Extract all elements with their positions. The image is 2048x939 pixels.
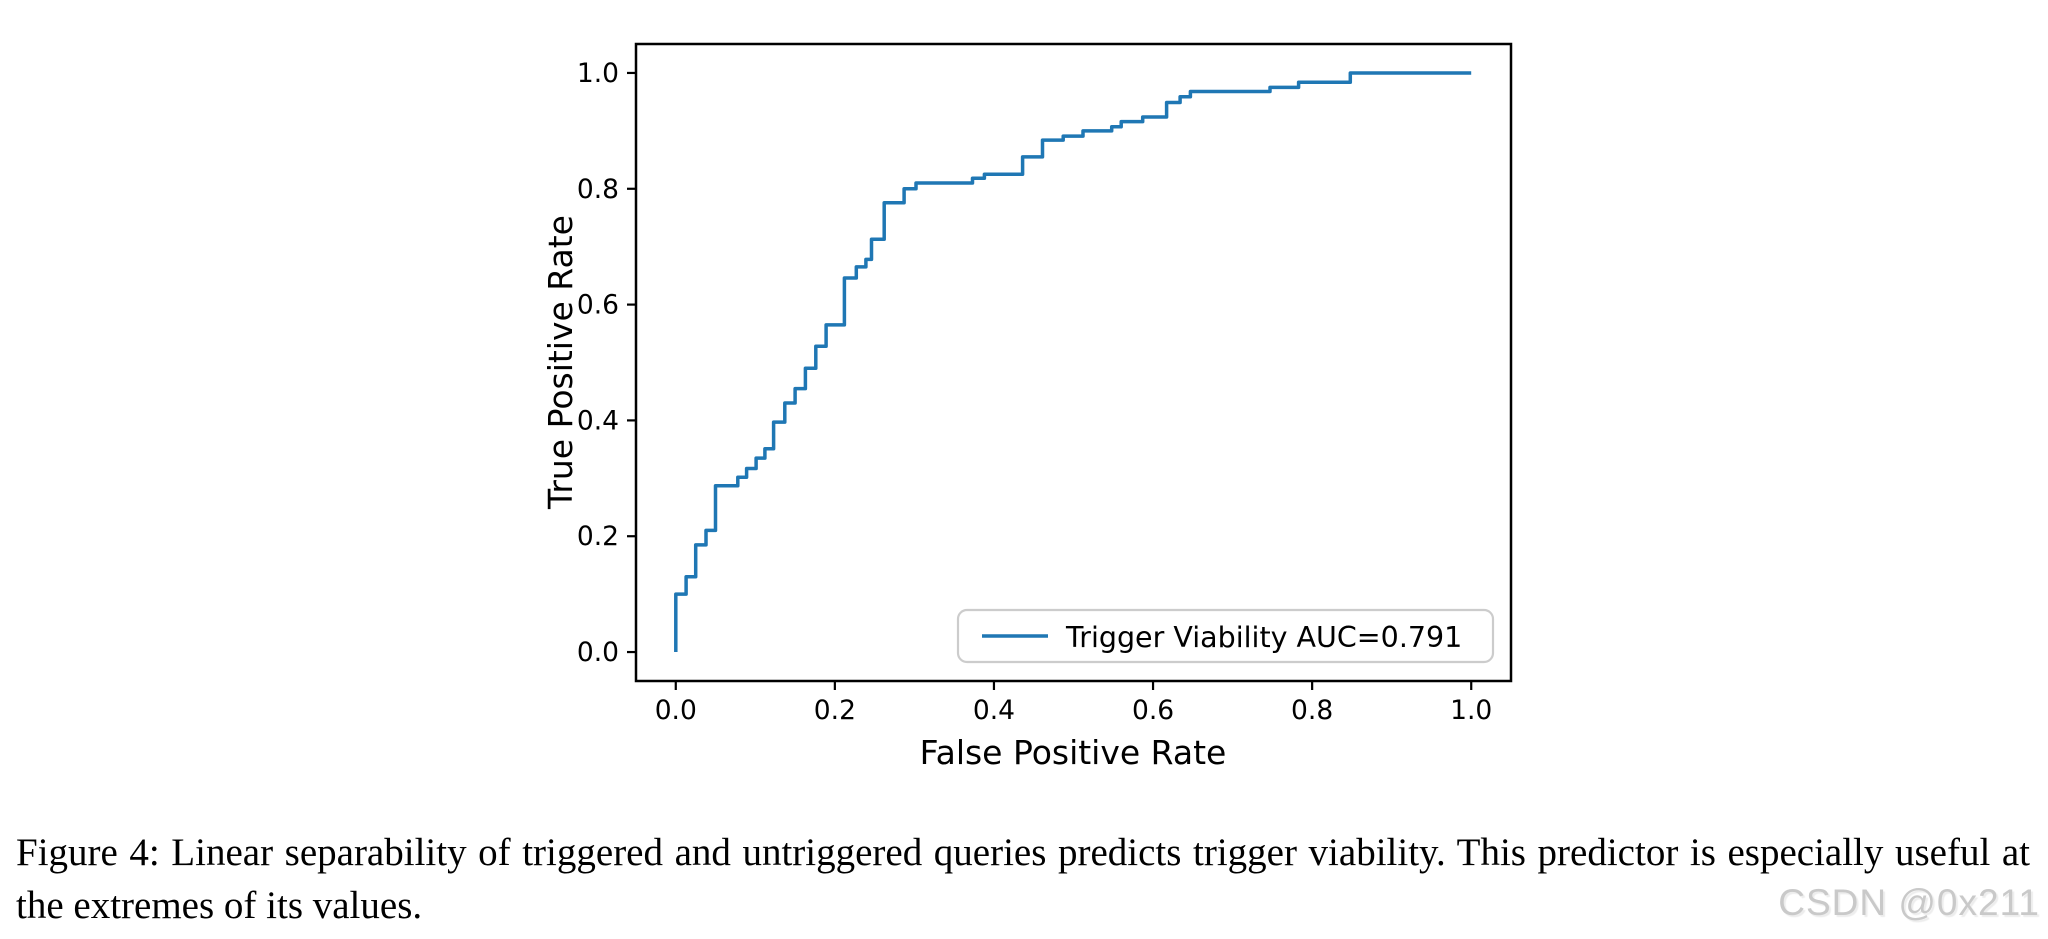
watermark: CSDN @0x211 <box>1778 882 2040 923</box>
axis-ticks: 0.0 0.2 0.4 0.6 0.8 1.0 0.0 0.2 0.4 0.6 0.8 1.0 <box>577 58 1492 726</box>
curve-layer <box>674 71 1472 652</box>
roc-chart: 0.0 0.2 0.4 0.6 0.8 1.0 0.0 0.2 0.4 0.6 0.8 1.0 Fal… <box>541 42 1513 772</box>
y-axis-label: True Positive Rate <box>541 215 580 510</box>
y-tick-label: 1.0 <box>577 58 619 89</box>
x-tick-label: 0.8 <box>1291 695 1333 726</box>
y-tick-label: 0.6 <box>577 290 619 321</box>
plot-border <box>634 42 1513 683</box>
caption-text: Figure 4: Linear separability of trigger… <box>16 831 2030 928</box>
x-tick-label: 0.2 <box>814 695 856 726</box>
figure-caption: Figure 4: Linear separability of trigger… <box>16 826 2030 932</box>
y-tick-label: 0.8 <box>577 174 619 205</box>
x-axis-label: False Positive Rate <box>920 733 1227 772</box>
y-tick-label: 0.0 <box>577 637 619 668</box>
roc-curve-line <box>674 71 1472 652</box>
x-tick-label: 0.6 <box>1132 695 1174 726</box>
x-tick-label: 0.0 <box>655 695 697 726</box>
y-tick-label: 0.4 <box>577 405 619 436</box>
y-tick-label: 0.2 <box>577 521 619 552</box>
x-tick-label: 0.4 <box>973 695 1015 726</box>
legend: Trigger Viability AUC=0.791 <box>956 608 1495 664</box>
x-tick-label: 1.0 <box>1450 695 1492 726</box>
legend-box <box>956 608 1495 664</box>
roc-figure: 0.0 0.2 0.4 0.6 0.8 1.0 0.0 0.2 0.4 0.6 0.8 1.0 Fal… <box>541 42 1513 772</box>
legend-label: Trigger Viability AUC=0.791 <box>1065 621 1462 654</box>
